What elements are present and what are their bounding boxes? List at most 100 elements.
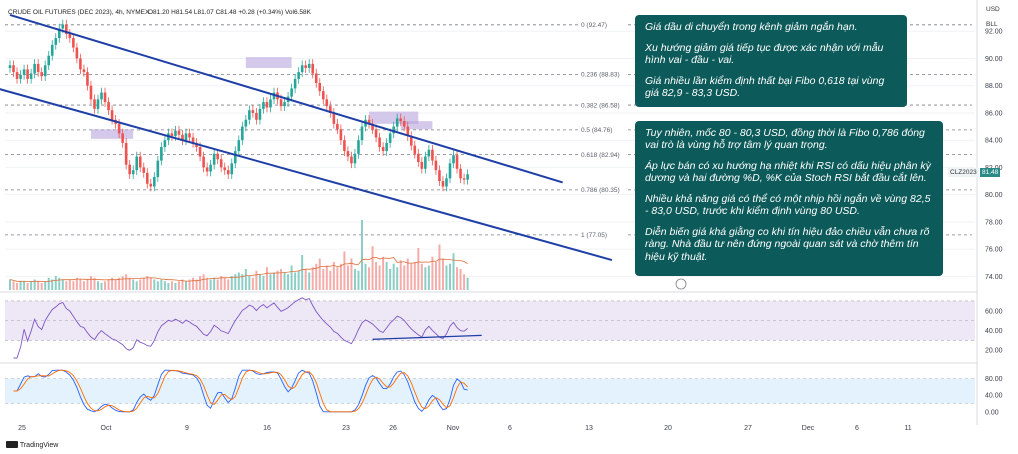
date-tick-label: 25 [18,425,26,432]
volume-bar [399,260,402,290]
candle-body [43,65,47,77]
candle-body [230,163,234,175]
candle-body [427,149,431,157]
volume-bar [12,281,15,290]
volume-bar [156,281,159,290]
candle-body [233,151,237,164]
stoch-band [5,378,975,404]
volume-bar [258,274,261,290]
volume-bar [318,258,321,290]
volume-bar [89,276,92,290]
candle-body [343,140,346,152]
candle-body [329,106,332,113]
volume-bar [213,277,216,290]
candle-body [385,142,388,152]
volume-bar [68,279,71,290]
candle-body [65,24,68,34]
rsi-tick-label: 60.00 [985,308,1003,315]
volume-bar [223,277,226,290]
candle-body [336,123,339,130]
volume-bar [160,279,163,290]
volume-bar [287,274,290,290]
volume-bar [315,263,318,290]
volume-bar [353,269,356,290]
volume-bar [209,279,212,290]
volume-bar [237,272,240,290]
volume-bar [54,276,57,290]
volume-bar [75,277,78,290]
candle-body [466,174,469,180]
candle-body [153,176,156,187]
volume-bar [227,279,230,290]
fib-level-label: 0.618 (82.94) [581,152,620,159]
candle-body [381,147,385,152]
candle-body [149,183,153,187]
price-tick-label: 76.00 [985,247,1003,254]
volume-bar [396,267,399,290]
note-bottom-line-3: Nhiều khả năng giá có thể có một nhịp hồ… [645,193,931,218]
volume-bar [47,277,50,290]
candle-body [314,73,318,83]
candle-body [438,170,441,182]
candle-body [205,167,209,172]
volume-bar [304,269,307,290]
price-tick-label: 80.00 [985,192,1003,199]
fib-level-label: 1 (77.05) [581,232,607,239]
volume-bar [104,281,107,290]
candle-body [19,74,22,79]
volume-bar [329,270,332,290]
candle-body [325,99,329,107]
volume-ma-line [9,256,468,283]
candle-body [198,147,202,157]
volume-bar [142,277,145,290]
candle-body [47,55,51,66]
volume-bar [177,281,180,290]
candle-body [223,167,227,171]
volume-bar [290,265,293,290]
volume-bar [403,265,406,290]
candle-body [103,92,107,103]
pattern-zone [90,129,134,139]
candle-body [40,72,43,77]
volume-bar [431,256,434,290]
fib-level-label: 0.5 (84.76) [581,127,612,134]
price-tick-label: 74.00 [985,274,1003,281]
candle-body [367,119,371,124]
volume-bar [30,281,33,290]
note-bottom-line-4: Diễn biến giá khá giằng co khi tín hiệu … [645,226,930,263]
tradingview-logo: TradingView [6,441,58,449]
pattern-zone [400,121,433,130]
candle-body [346,151,350,157]
volume-bar [336,267,339,290]
fib-level-label: 0 (92.47) [581,22,607,29]
volume-bar [121,276,124,290]
candle-body [82,69,86,73]
units-toggle[interactable]: BLL [986,21,998,28]
candle-body [402,121,406,127]
candle-body [96,99,100,109]
candle-body [307,63,311,69]
candle-body [304,65,307,69]
candle-body [216,153,219,160]
candle-body [26,69,29,79]
volume-bar [346,265,349,290]
candle-body [318,82,322,92]
candle-body [445,178,448,187]
candle-body [420,161,424,169]
price-tick-label: 92.00 [985,29,1003,36]
currency-toggle[interactable]: USD [986,6,1000,13]
candle-body [117,123,121,134]
candle-body [241,126,244,141]
date-tick-label: 9 [185,425,189,432]
tradingview-icon [6,441,18,448]
date-tick-label: 16 [263,425,271,432]
volume-bar [97,281,99,290]
volume-bar [385,262,388,290]
date-tick-label: 6 [855,425,859,432]
candle-body [332,112,336,124]
volume-bar [206,277,209,290]
candle-body [258,108,262,120]
candle-body [455,155,459,169]
volume-bar [118,277,121,290]
candle-body [131,170,135,175]
